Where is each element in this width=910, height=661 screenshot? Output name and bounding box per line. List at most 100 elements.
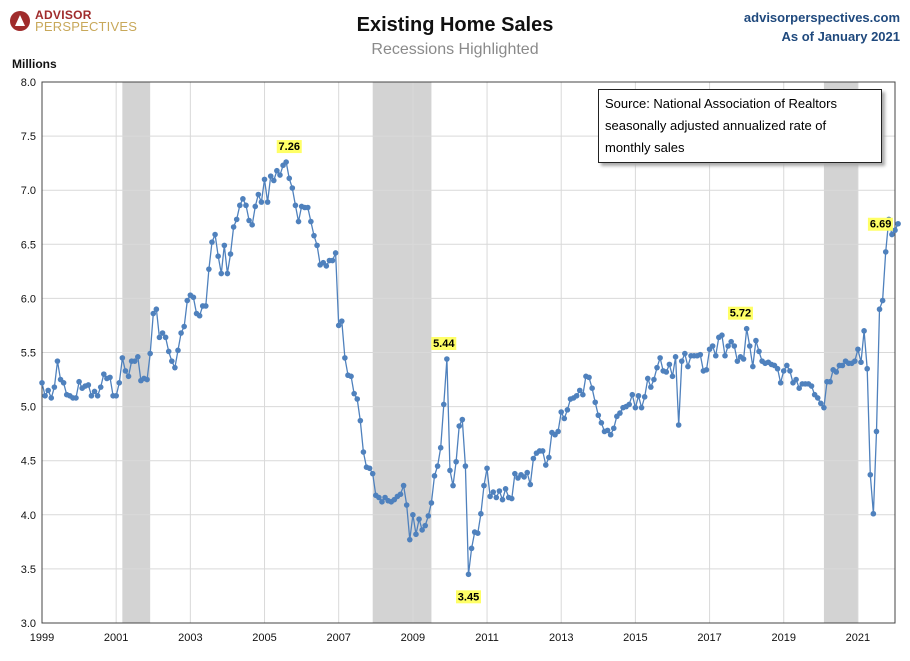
data-point (539, 448, 546, 454)
data-point (119, 355, 126, 361)
data-point (335, 322, 342, 329)
data-point (604, 427, 611, 434)
data-point (499, 496, 506, 503)
data-point (85, 382, 92, 388)
data-point (654, 364, 660, 371)
data-point (487, 493, 493, 500)
data-point (703, 367, 710, 373)
y-tick-label: 6.5 (21, 239, 36, 251)
data-point (203, 303, 209, 309)
data-point (648, 384, 654, 390)
data-point (678, 358, 685, 364)
data-point (855, 346, 861, 353)
data-point (190, 294, 197, 301)
site-credit: advisorperspectives.com As of January 20… (744, 8, 900, 46)
data-point (221, 242, 228, 249)
x-tick-label: 2021 (846, 632, 870, 644)
data-point (882, 249, 889, 255)
x-tick-label: 2015 (623, 632, 647, 644)
data-point (892, 227, 898, 234)
data-point (793, 376, 799, 383)
data-point (876, 306, 883, 313)
data-point (712, 352, 719, 359)
data-point (88, 392, 95, 399)
data-point (246, 217, 252, 224)
data-point (54, 358, 61, 364)
data-point (728, 338, 734, 345)
as-of-date: As of January 2021 (781, 29, 900, 44)
data-point (91, 388, 98, 395)
x-tick-label: 2001 (104, 632, 128, 644)
data-point (348, 373, 354, 380)
data-point (431, 473, 438, 479)
data-point (351, 390, 357, 397)
data-point (827, 378, 833, 385)
data-point (178, 330, 184, 336)
data-point (97, 384, 104, 390)
data-point (459, 416, 466, 423)
data-point (357, 417, 364, 424)
data-point (725, 343, 731, 349)
data-point (465, 571, 472, 578)
data-point (753, 337, 759, 344)
logo-mark-icon (10, 11, 30, 31)
y-tick-label: 4.5 (21, 456, 36, 468)
callout-label: 6.69 (870, 219, 891, 231)
data-point (135, 354, 141, 360)
data-point (379, 499, 385, 505)
data-point (212, 231, 218, 238)
data-point (403, 502, 410, 508)
data-point (468, 545, 475, 552)
x-tick-label: 2019 (771, 632, 795, 644)
series-line (41, 160, 899, 575)
data-point (821, 404, 827, 411)
data-point (153, 306, 160, 313)
data-point (719, 332, 725, 338)
data-point (264, 199, 271, 205)
data-point (329, 257, 336, 264)
data-point (697, 351, 704, 358)
data-point (852, 358, 858, 364)
data-point (682, 350, 688, 357)
data-point (780, 368, 787, 374)
data-point (289, 185, 296, 191)
data-point (125, 373, 132, 380)
source-note-line-3: monthly sales (605, 140, 685, 155)
data-point (147, 350, 153, 357)
data-point (209, 239, 215, 245)
data-point (73, 395, 79, 401)
data-point (261, 176, 268, 183)
data-point (165, 348, 172, 355)
data-point (546, 454, 552, 461)
data-point (227, 251, 234, 257)
data-point (870, 510, 877, 517)
callout-background (431, 336, 457, 350)
data-point (651, 376, 657, 383)
callout-label: 5.44 (433, 338, 455, 350)
data-point (484, 465, 490, 472)
data-point (218, 270, 225, 277)
data-point (558, 409, 565, 415)
data-point (42, 392, 48, 399)
callout-background (867, 217, 893, 231)
source-note-line-1: Source: National Association of Realtors (605, 96, 837, 111)
data-point (456, 423, 463, 429)
x-tick-label: 2011 (475, 632, 499, 644)
data-point (512, 470, 518, 477)
data-point (277, 172, 283, 178)
data-point (734, 358, 741, 364)
data-point (685, 363, 691, 370)
data-point (521, 474, 527, 480)
data-point (107, 374, 113, 381)
y-tick-label: 4.0 (21, 510, 36, 522)
data-point (376, 494, 382, 501)
data-point (338, 318, 345, 324)
data-point (709, 343, 716, 349)
data-point (796, 385, 802, 392)
x-tick-label: 2013 (549, 632, 573, 644)
data-point (437, 444, 444, 451)
logo: ADVISOR PERSPECTIVES (10, 9, 137, 33)
data-point (595, 412, 602, 419)
data-point (858, 359, 864, 366)
